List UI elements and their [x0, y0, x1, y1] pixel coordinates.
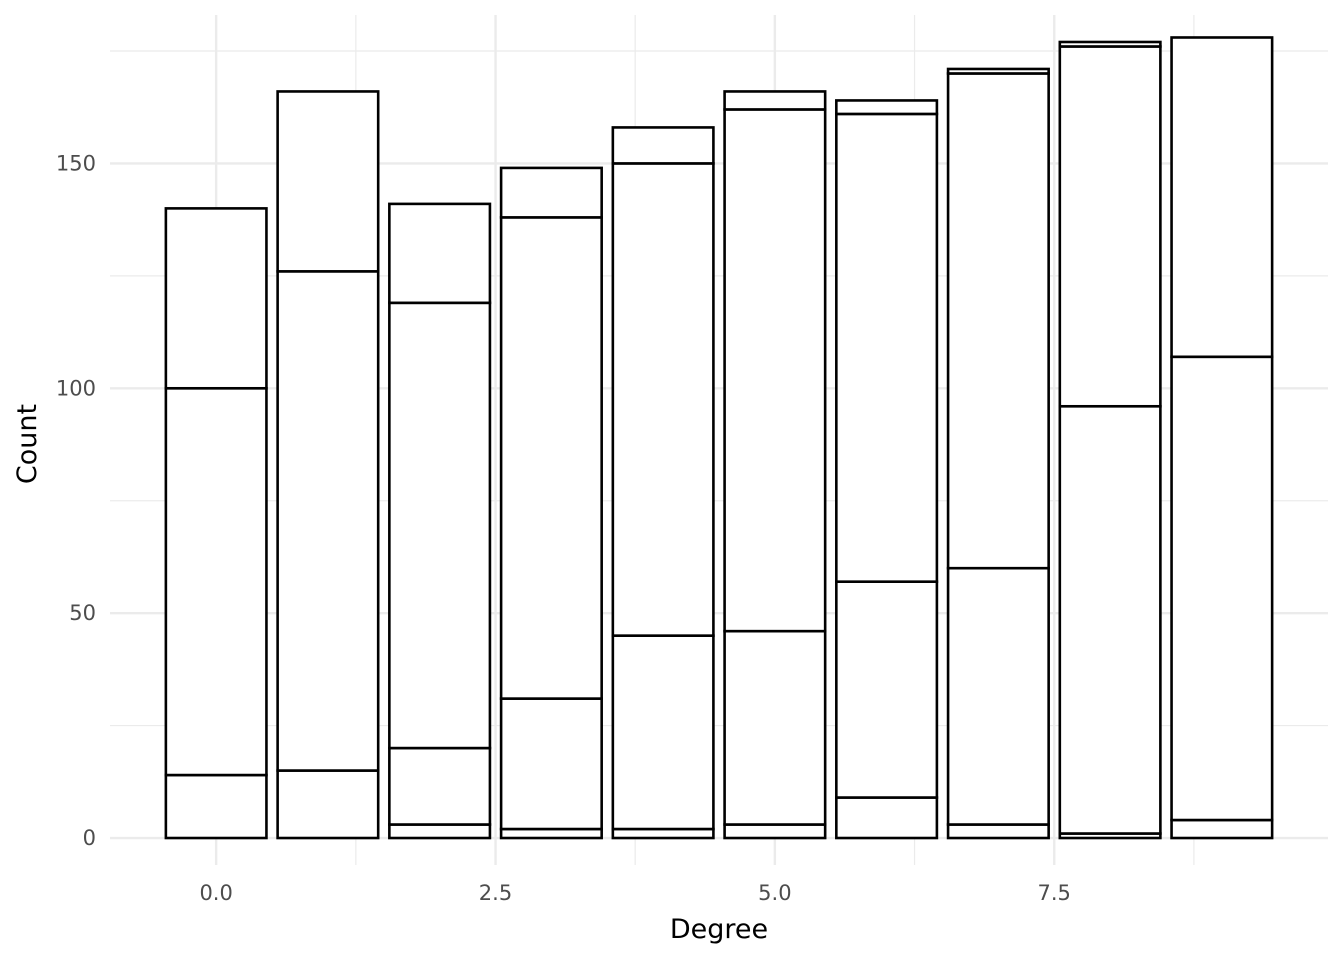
x-axis-title: Degree — [670, 914, 768, 945]
y-axis-ticks: 0 50 100 150 — [56, 151, 96, 850]
bar-segment — [388, 202, 492, 305]
x-axis-ticks: 0.0 2.5 5.0 7.5 — [199, 881, 1070, 905]
bar-segment — [946, 72, 1050, 570]
bar-segment — [499, 166, 603, 219]
bar-segment — [946, 67, 1050, 75]
bar-segment — [388, 746, 492, 826]
bar-segment — [1058, 40, 1162, 48]
x-tick-label: 2.5 — [479, 881, 512, 905]
x-tick-label: 0.0 — [199, 881, 232, 905]
y-tick-label: 0 — [83, 826, 96, 850]
bar-segment — [388, 301, 492, 750]
bar-segment — [1058, 404, 1162, 835]
bar-segment — [611, 827, 715, 840]
bar-segment — [499, 216, 603, 700]
bar-segment — [164, 773, 268, 840]
y-tick-label: 100 — [56, 376, 96, 400]
y-tick-label: 150 — [56, 151, 96, 175]
x-tick-label: 7.5 — [1038, 881, 1071, 905]
bar-segment — [276, 90, 380, 273]
bar-segment — [946, 823, 1050, 840]
bar-segment — [835, 796, 939, 840]
bar-segment — [611, 162, 715, 637]
bar-segment — [723, 90, 827, 111]
bar-segment — [611, 126, 715, 165]
y-tick-label: 50 — [69, 601, 96, 625]
x-tick-label: 5.0 — [758, 881, 791, 905]
y-axis-title: Count — [12, 404, 43, 484]
bar-segment — [946, 566, 1050, 826]
bar-segment — [723, 108, 827, 633]
bar-segment — [835, 112, 939, 583]
bar-segment — [388, 823, 492, 840]
bar-segment — [164, 207, 268, 390]
bar-segment — [499, 827, 603, 840]
bar-segment — [276, 769, 380, 840]
bar-segment — [723, 823, 827, 840]
bar-segment — [1170, 818, 1274, 840]
bar-segment — [499, 697, 603, 831]
bar-segment — [723, 629, 827, 826]
bar-segment — [611, 634, 715, 831]
bar-segment — [276, 270, 380, 772]
bars — [164, 36, 1274, 840]
bar-segment — [1170, 355, 1274, 822]
bar-segment — [1058, 45, 1162, 408]
bar-segment — [164, 386, 268, 777]
bar-segment — [835, 99, 939, 116]
bar-segment — [835, 580, 939, 799]
bar-segment — [1170, 36, 1274, 359]
